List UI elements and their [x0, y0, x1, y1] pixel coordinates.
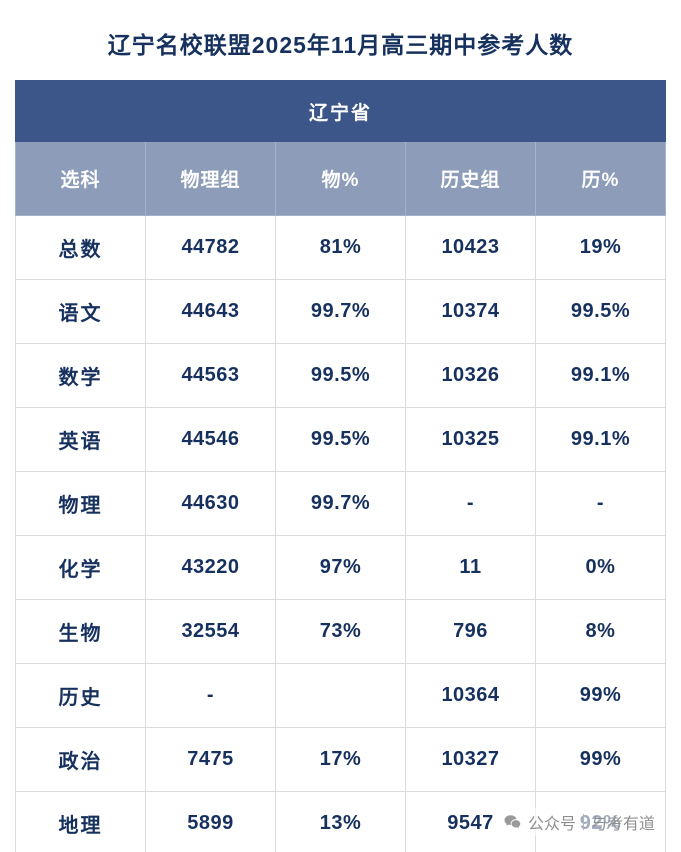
- region-header: 辽宁省: [15, 80, 666, 142]
- table-cell: 44630: [145, 471, 276, 536]
- table-cell: 5899: [145, 791, 276, 852]
- table-cell: 11: [405, 535, 536, 600]
- column-header-history-group: 历史组: [405, 141, 536, 216]
- table-cell: [275, 663, 406, 728]
- table-row: 语文 44643 99.7% 10374 99.5%: [15, 279, 666, 344]
- table-cell: 81%: [275, 215, 406, 280]
- table-cell: 796: [405, 599, 536, 664]
- table-cell: 17%: [275, 727, 406, 792]
- row-label-cell: 地理: [15, 791, 146, 852]
- row-label-cell: 总数: [15, 215, 146, 280]
- table-cell: 8%: [535, 599, 666, 664]
- row-label-cell: 化学: [15, 535, 146, 600]
- table-cell: 99.5%: [275, 343, 406, 408]
- data-table: 辽宁省 选科 物理组 物% 历史组 历% 总数 44782 81% 10423 19% 语…: [15, 80, 666, 852]
- row-label-cell: 语文: [15, 279, 146, 344]
- row-label-cell: 英语: [15, 407, 146, 472]
- table-cell: 73%: [275, 599, 406, 664]
- table-cell: 7475: [145, 727, 276, 792]
- table-row: 物理 44630 99.7% - -: [15, 471, 666, 536]
- table-cell: 99.1%: [535, 407, 666, 472]
- table-body: 总数 44782 81% 10423 19% 语文 44643 99.7% 10374 99.5%…: [15, 215, 666, 852]
- table-row: 政治 7475 17% 10327 99%: [15, 727, 666, 792]
- row-label-cell: 物理: [15, 471, 146, 536]
- row-label-cell: 政治: [15, 727, 146, 792]
- column-header-physics-group: 物理组: [145, 141, 276, 216]
- table-cell: -: [535, 471, 666, 536]
- watermark-label: 公众号: [527, 816, 576, 833]
- watermark: 公众号 与考有道: [498, 808, 659, 836]
- table-cell: 0%: [535, 535, 666, 600]
- table-cell: 99%: [535, 727, 666, 792]
- table-cell: 97%: [275, 535, 406, 600]
- table-cell: 99.5%: [535, 279, 666, 344]
- table-cell: 99.7%: [275, 471, 406, 536]
- table-cell: 99.7%: [275, 279, 406, 344]
- watermark-divider: [582, 814, 584, 830]
- table-cell: 99.5%: [275, 407, 406, 472]
- table-row: 数学 44563 99.5% 10326 99.1%: [15, 343, 666, 408]
- table-row: 历史 - 10364 99%: [15, 663, 666, 728]
- table-cell: -: [405, 471, 536, 536]
- table-cell: 99.1%: [535, 343, 666, 408]
- row-label-cell: 数学: [15, 343, 146, 408]
- wechat-chat-icon: [503, 813, 521, 831]
- table-cell: 43220: [145, 535, 276, 600]
- table-cell: 10364: [405, 663, 536, 728]
- table-row: 化学 43220 97% 11 0%: [15, 535, 666, 600]
- table-cell: 32554: [145, 599, 276, 664]
- table-cell: 44546: [145, 407, 276, 472]
- table-row: 英语 44546 99.5% 10325 99.1%: [15, 407, 666, 472]
- table-cell: 10327: [405, 727, 536, 792]
- region-header-row: 辽宁省: [15, 80, 666, 142]
- row-label-cell: 历史: [15, 663, 146, 728]
- page-title: 辽宁名校联盟2025年11月高三期中参考人数: [107, 32, 574, 58]
- table-cell: 10325: [405, 407, 536, 472]
- table-cell: 44643: [145, 279, 276, 344]
- table-cell: -: [145, 663, 276, 728]
- column-header-history-percent: 历%: [535, 141, 666, 216]
- column-header-subject: 选科: [15, 141, 146, 216]
- table-cell: 13%: [275, 791, 406, 852]
- column-header-physics-percent: 物%: [275, 141, 406, 216]
- table-cell: 44563: [145, 343, 276, 408]
- table-cell: 10326: [405, 343, 536, 408]
- row-label-cell: 生物: [15, 599, 146, 664]
- table-cell: 19%: [535, 215, 666, 280]
- watermark-account: 与考有道: [590, 816, 655, 833]
- column-header-row: 选科 物理组 物% 历史组 历%: [15, 141, 666, 216]
- table-cell: 10374: [405, 279, 536, 344]
- table-row: 生物 32554 73% 796 8%: [15, 599, 666, 664]
- table-cell: 44782: [145, 215, 276, 280]
- table-cell: 10423: [405, 215, 536, 280]
- table-row: 总数 44782 81% 10423 19%: [15, 215, 666, 280]
- table-cell: 99%: [535, 663, 666, 728]
